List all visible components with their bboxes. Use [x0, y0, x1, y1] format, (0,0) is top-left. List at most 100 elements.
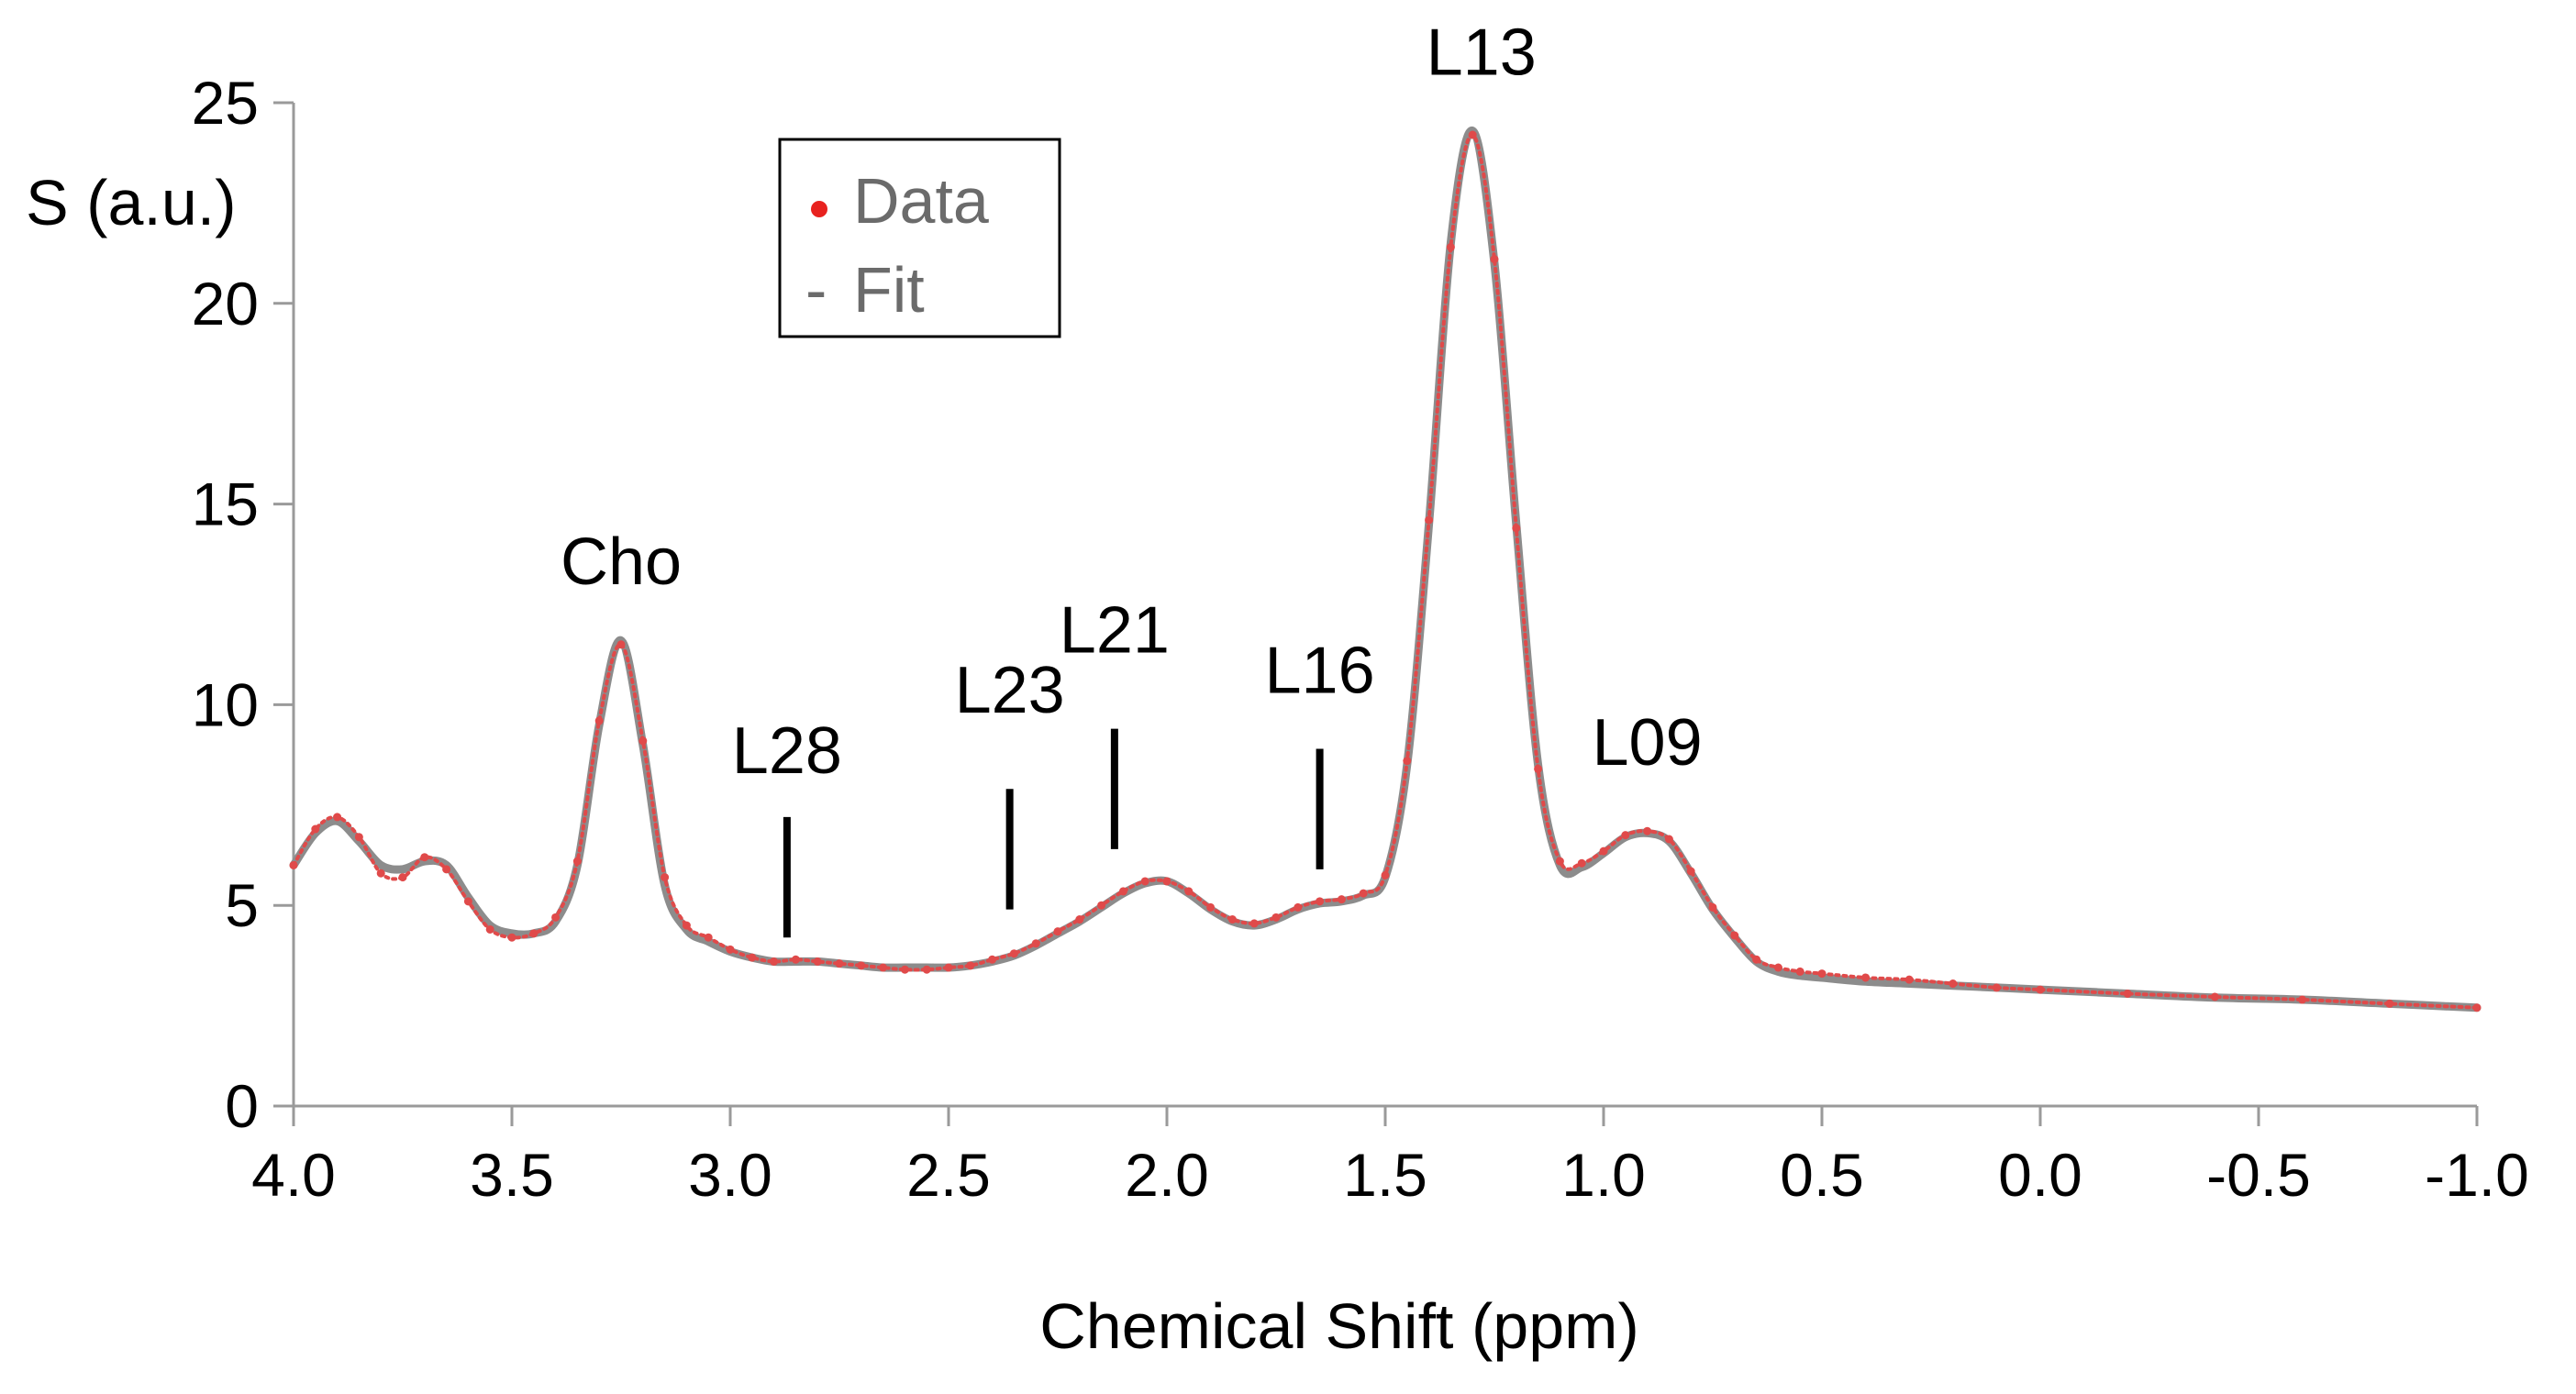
data-point — [1555, 857, 1564, 866]
legend-data-swatch — [811, 201, 827, 217]
y-tick-label: 10 — [192, 670, 259, 738]
y-tick-label: 25 — [192, 69, 259, 137]
data-point — [551, 913, 561, 922]
y-tick-label: 5 — [225, 871, 259, 939]
data-point — [1403, 757, 1412, 766]
data-point — [1752, 955, 1761, 964]
data-point — [1359, 889, 1368, 898]
data-point — [1425, 515, 1434, 525]
data-point — [682, 921, 691, 930]
data-point — [922, 965, 931, 974]
data-point — [1708, 902, 1717, 912]
data-point — [2210, 992, 2219, 1001]
data-point — [1490, 255, 1499, 264]
x-tick-label: 0.0 — [1998, 1141, 2082, 1209]
legend-fit-marker: - — [805, 254, 827, 326]
data-point — [1162, 877, 1171, 886]
data-point — [1031, 939, 1040, 948]
data-point — [900, 965, 909, 974]
data-point — [1534, 764, 1543, 773]
data-point — [1904, 975, 1914, 984]
data-point — [661, 873, 670, 882]
peak-label-l28: L28 — [732, 714, 842, 788]
data-point — [791, 955, 800, 964]
data-point — [1992, 983, 2001, 992]
data-point — [485, 924, 494, 934]
data-point — [1861, 973, 1871, 982]
peak-label-l13: L13 — [1427, 16, 1537, 89]
peak-label-l16: L16 — [1265, 634, 1375, 707]
data-point — [857, 961, 866, 970]
legend-data-label: Data — [853, 165, 989, 237]
data-point — [2472, 1003, 2482, 1012]
y-tick-label: 0 — [225, 1072, 259, 1140]
data-point — [1686, 867, 1695, 876]
data-point — [1773, 963, 1782, 972]
legend-fit-label: Fit — [853, 254, 925, 326]
axes-layer: 0 5 10 15 20 25 4.0 3.5 3.0 2.5 2.0 1.5 1.0 0.5 0.0 -0.… — [192, 69, 2529, 1209]
x-tick-label: 4.0 — [251, 1141, 336, 1209]
data-point — [1599, 846, 1608, 856]
data-point — [529, 929, 539, 938]
data-point — [572, 857, 582, 866]
data-point — [594, 716, 604, 725]
data-point — [1817, 969, 1827, 979]
data-point — [1512, 524, 1521, 533]
data-point — [1097, 901, 1106, 910]
peak-label-l09: L09 — [1593, 706, 1703, 780]
data-point — [507, 933, 516, 942]
data-point — [376, 868, 385, 878]
data-point — [1643, 826, 1652, 835]
data-point — [813, 957, 822, 966]
x-tick-label: -1.0 — [2425, 1141, 2529, 1209]
data-point — [311, 824, 320, 834]
data-point — [463, 897, 472, 906]
x-tick-label: 3.5 — [470, 1141, 554, 1209]
x-tick-label: -0.5 — [2206, 1141, 2311, 1209]
x-tick-label: 2.5 — [906, 1141, 991, 1209]
series-layer — [289, 127, 2482, 1012]
data-point — [1294, 902, 1303, 912]
data-point — [770, 957, 779, 966]
peak-label-l21: L21 — [1060, 594, 1170, 668]
data-point — [704, 933, 713, 942]
data-point — [1140, 877, 1149, 886]
data-point — [835, 959, 844, 968]
data-point — [1730, 931, 1739, 940]
data-point — [1184, 887, 1194, 896]
data-point — [1621, 831, 1630, 840]
data-point — [1468, 130, 1477, 139]
data-point — [966, 961, 975, 970]
data-point — [420, 853, 429, 862]
data-point — [944, 963, 953, 972]
data-point — [1249, 919, 1259, 928]
data-point — [2123, 989, 2132, 998]
peak-label-cho: Cho — [561, 526, 682, 599]
x-tick-label: 0.5 — [1780, 1141, 1864, 1209]
y-tick-label: 15 — [192, 470, 259, 538]
data-point — [289, 860, 298, 869]
data-point — [1337, 895, 1346, 904]
x-tick-label: 1.5 — [1343, 1141, 1427, 1209]
data-point — [1577, 858, 1586, 868]
data-point — [1381, 870, 1390, 880]
data-point — [988, 955, 997, 964]
data-point — [638, 736, 648, 746]
data-point — [2298, 995, 2307, 1004]
data-point — [1118, 887, 1127, 896]
x-tick-label: 3.0 — [688, 1141, 772, 1209]
data-point — [442, 865, 451, 874]
data-point — [1664, 835, 1673, 844]
data-point — [1206, 902, 1216, 912]
data-point — [726, 945, 735, 954]
data-point — [1446, 243, 1455, 252]
data-point — [1227, 915, 1237, 924]
peak-label-l23: L23 — [955, 654, 1065, 727]
y-tick-label: 20 — [192, 270, 259, 337]
data-point — [1316, 897, 1325, 906]
data-point — [748, 953, 757, 962]
x-tick-label: 1.0 — [1561, 1141, 1646, 1209]
